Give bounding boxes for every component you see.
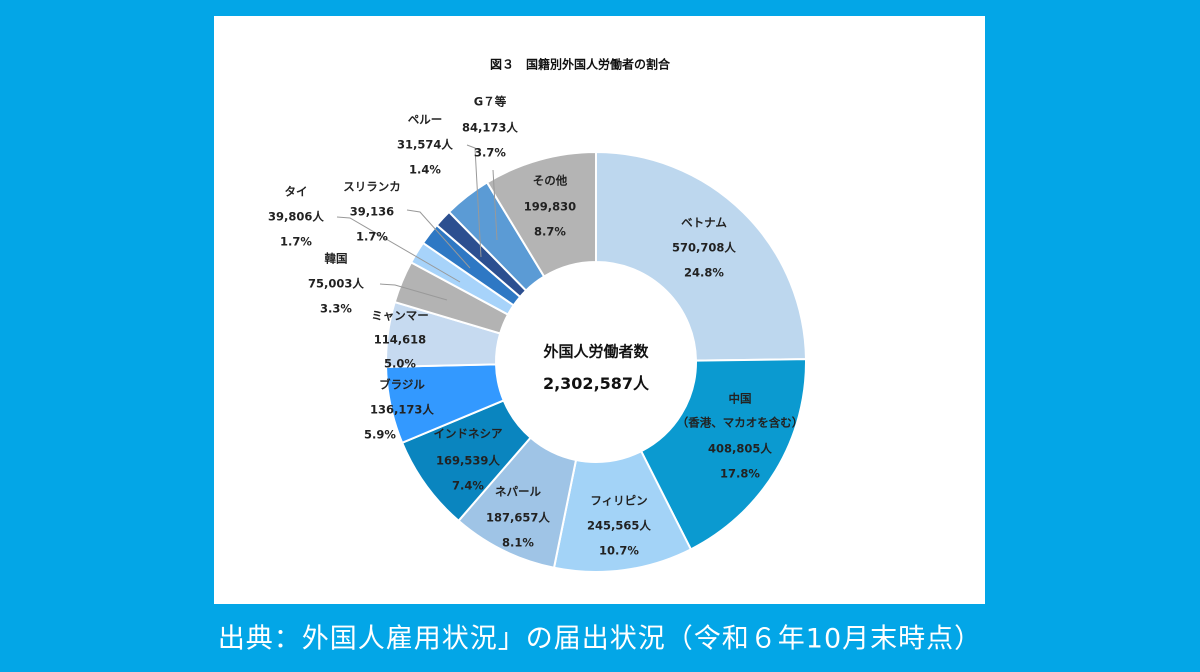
leader-line-0 [492, 169, 498, 241]
slice-label-percent-2: 10.7% [599, 543, 639, 558]
slice-label-percent-4: 7.4% [452, 478, 484, 493]
slice-label-name-9: スリランカ [343, 179, 401, 194]
leader-line-1 [466, 144, 482, 258]
leader-line-2 [406, 209, 471, 269]
slice-label-percent-10: 1.4% [409, 162, 441, 177]
slice-label-value-8: 39,806人 [268, 209, 324, 224]
slice-label-name-4: インドネシア [433, 426, 503, 441]
slice-label-name-3: ネパール [495, 484, 541, 499]
slice-label-name-5: ブラジル [379, 377, 425, 392]
slice-label-name-8: タイ [284, 184, 308, 199]
slice-label-value-12: 199,830 [523, 199, 577, 214]
slice-label-percent-7: 3.3% [320, 301, 352, 316]
slice-label-percent-11: 3.7% [474, 145, 506, 160]
slice-label-percent-5: 5.9% [364, 427, 396, 442]
slice-label-percent-8: 1.7% [280, 234, 312, 249]
donut-slice-12 [485, 150, 597, 278]
donut-slice-0 [595, 150, 807, 362]
slice-label-value-1: 408,805人 [708, 441, 772, 456]
slice-label-percent-6: 5.0% [384, 356, 416, 371]
center-label: 外国人労働者数 [543, 342, 649, 361]
slice-label-name-12: その他 [532, 173, 568, 188]
slice-label-name-2: フィリピン [590, 493, 648, 508]
slice-label-percent-12: 8.7% [534, 224, 566, 239]
slice-label-percent-3: 8.1% [502, 535, 534, 550]
slice-label-percent-9: 1.7% [356, 229, 388, 244]
slice-label-value-0: 570,708人 [672, 240, 736, 255]
chart-title: 図３ 国籍別外国人労働者の割合 [489, 57, 671, 72]
slice-label-value-5: 136,173人 [370, 402, 434, 417]
slice-label-percent-0: 24.8% [684, 265, 724, 280]
slice-label-percent-1: 17.8% [720, 466, 760, 481]
slice-label-name-1: 中国 [728, 391, 752, 406]
source-caption: 出典：外国人雇用状況」の届出状況（令和６年10月末時点） [217, 623, 983, 655]
slice-label-name-7: 韓国 [324, 251, 348, 266]
donut-slice-1 [639, 358, 807, 551]
slice-label-name-0: ベトナム [681, 215, 727, 230]
slice-label-value-2: 245,565人 [587, 518, 651, 533]
slice-label-value-10: 31,574人 [397, 137, 453, 152]
slice-label-value-9: 39,136 [349, 204, 395, 219]
slice-label-value-7: 75,003人 [308, 276, 364, 291]
slice-label-value-11: 84,173人 [462, 120, 518, 135]
slice-label-name-6: ミャンマー [371, 308, 429, 323]
leader-line-4 [379, 283, 448, 301]
slice-label-name-11: G７等 [473, 94, 507, 109]
slice-label-sub-1: （香港、マカオを含む） [676, 415, 804, 430]
center-value: 2,302,587人 [542, 374, 650, 393]
slice-label-value-4: 169,539人 [436, 453, 500, 468]
slice-label-value-3: 187,657人 [486, 510, 550, 525]
slice-label-value-6: 114,618 [373, 332, 427, 347]
slice-label-name-10: ペルー [407, 112, 443, 127]
leader-line-3 [336, 216, 461, 283]
